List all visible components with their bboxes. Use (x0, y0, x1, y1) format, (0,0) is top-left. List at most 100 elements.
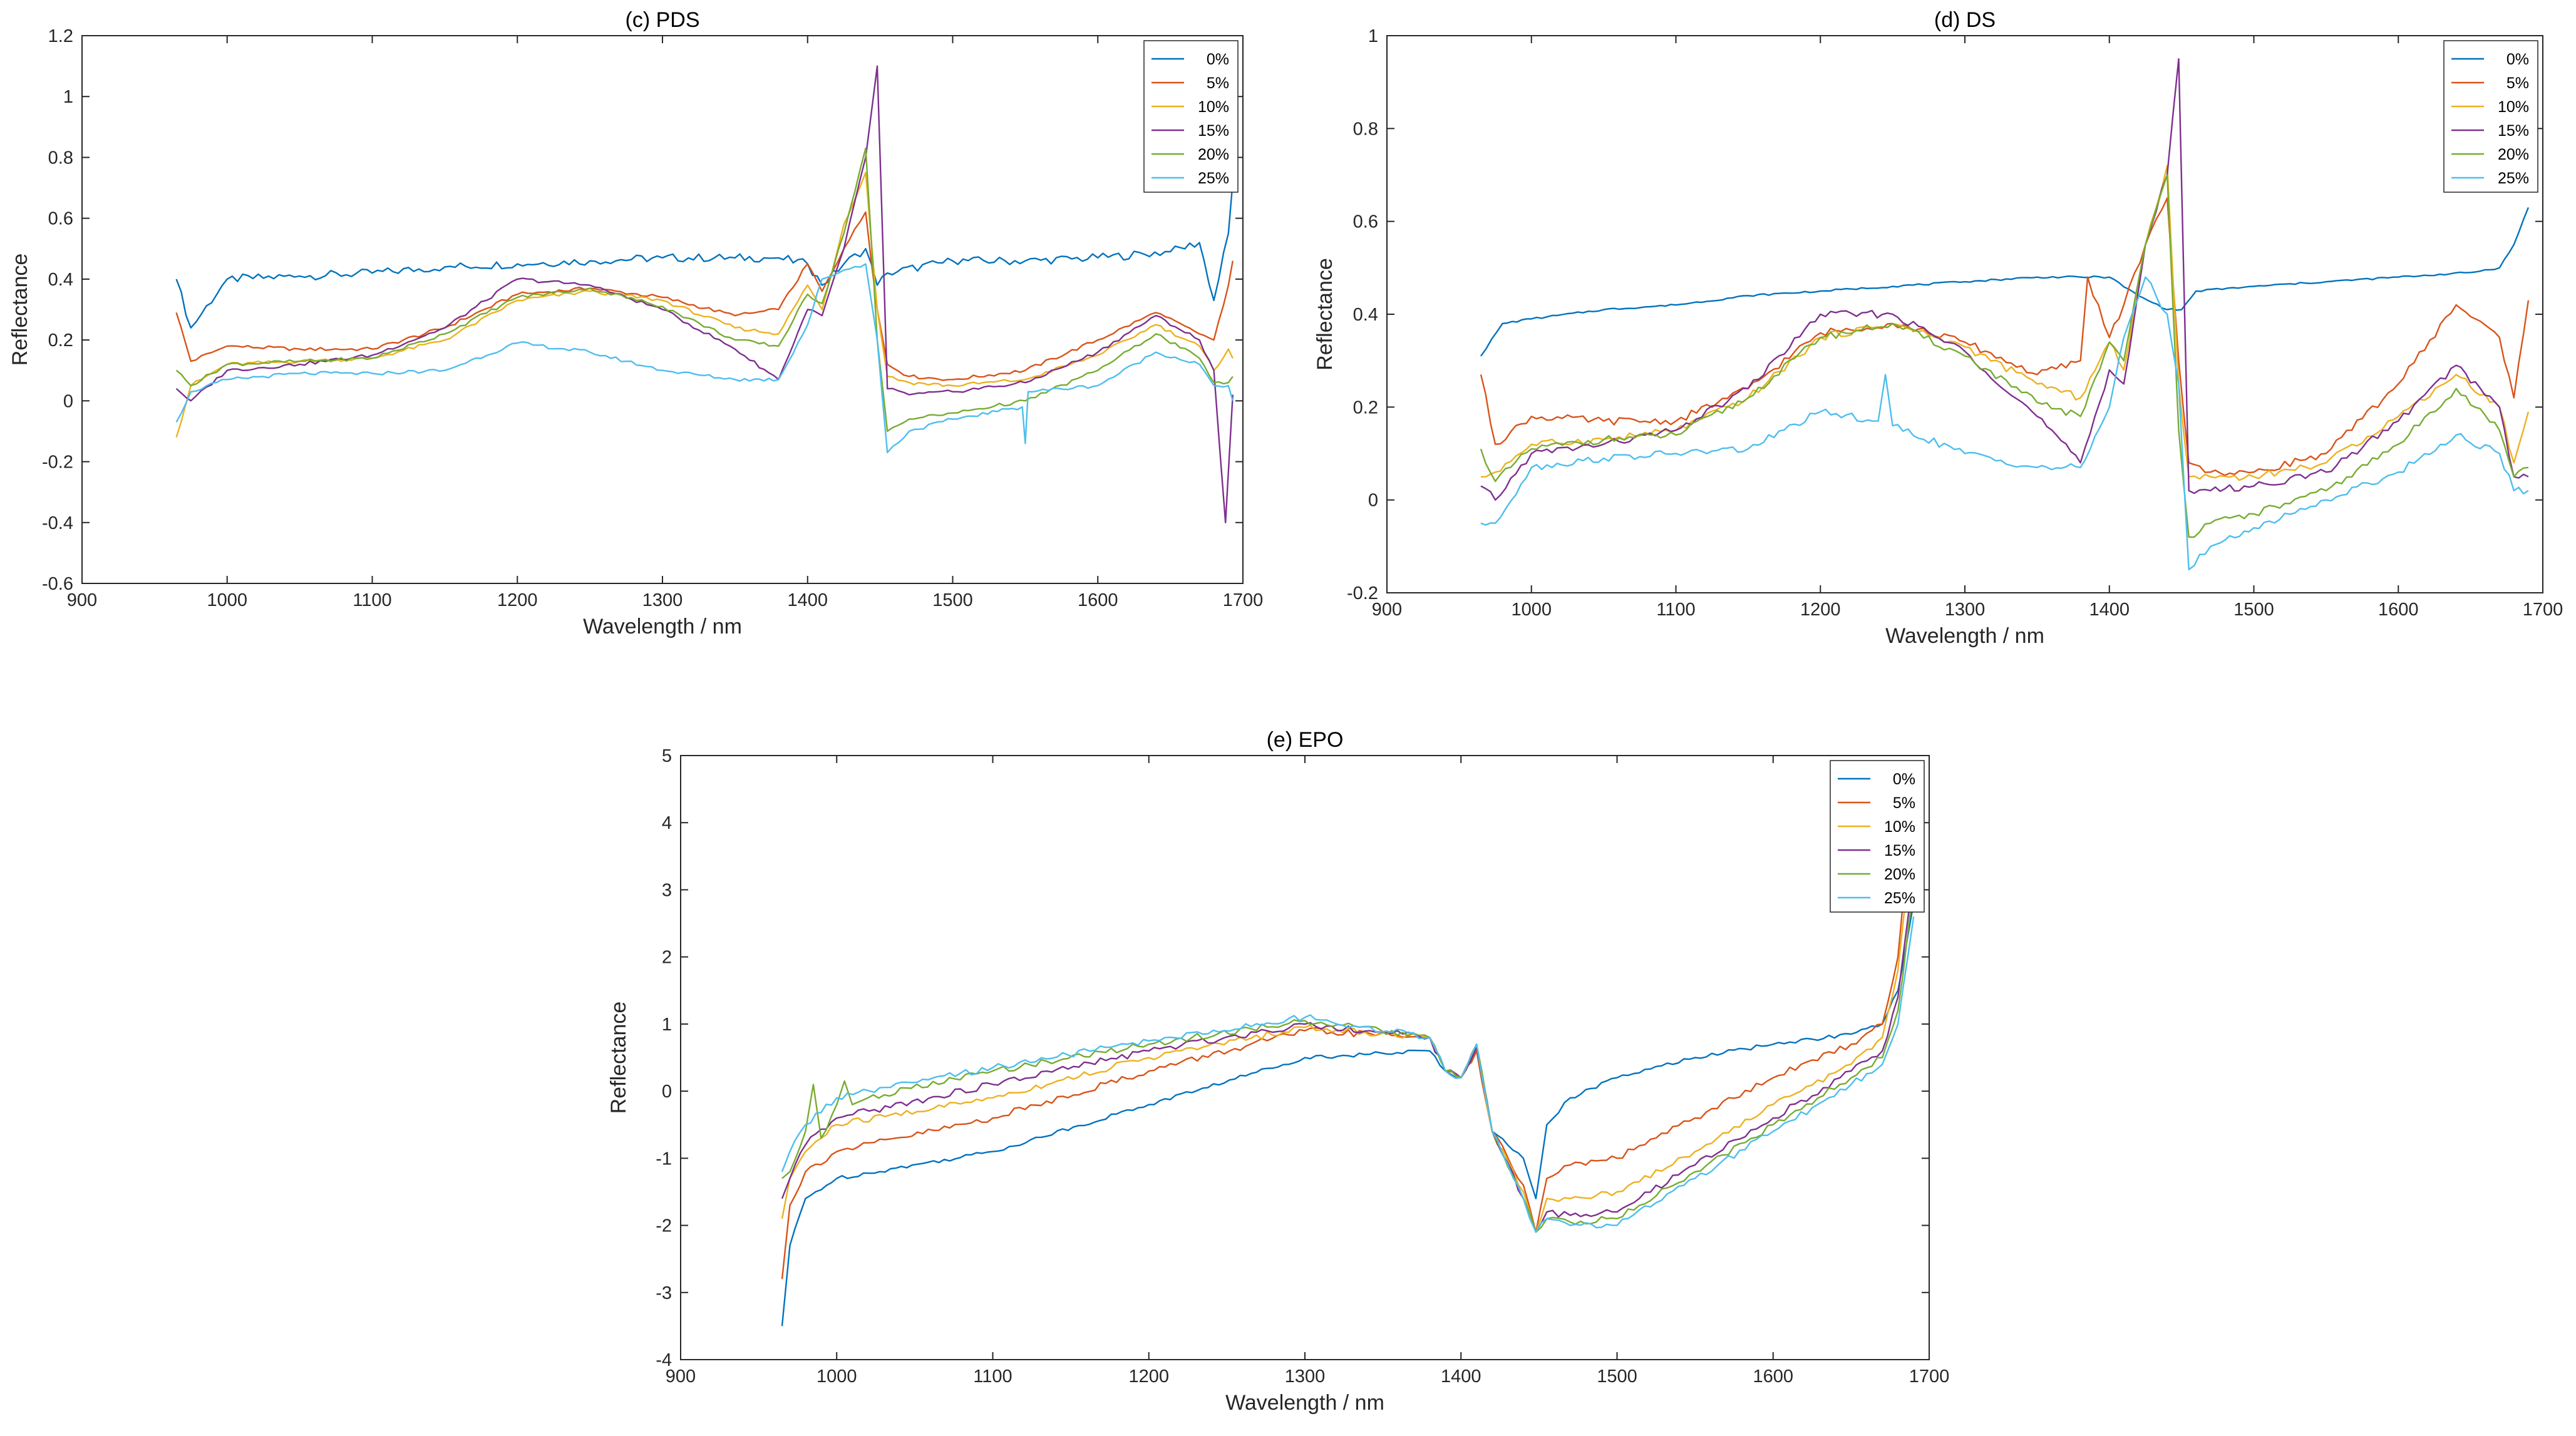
x-tick-label: 1100 (353, 590, 391, 610)
series-line-25pct (781, 916, 1915, 1233)
legend-box (2443, 40, 2538, 193)
x-tick-label: 1500 (932, 590, 973, 610)
x-tick-label: 1000 (817, 1367, 857, 1387)
y-tick-label: -1 (656, 1149, 672, 1169)
y-tick-label: 0.6 (48, 209, 73, 229)
y-tick-label: 0.8 (1353, 119, 1378, 139)
y-tick-label: 0.2 (48, 331, 73, 351)
y-tick-label: 3 (662, 880, 672, 900)
y-axis-label: Reflectance (1313, 258, 1337, 371)
legend: 0% 5% 10% 15% 20% 25% (1143, 40, 1239, 193)
series-line-10pct (175, 172, 1234, 438)
x-tick-label: 1300 (642, 590, 683, 610)
legend: 0% 5% 10% 15% 20% 25% (1830, 760, 1925, 913)
x-tick-label: 1100 (973, 1367, 1012, 1387)
x-tick-label: 1400 (1441, 1367, 1481, 1387)
x-tick-label: 1300 (1945, 600, 1986, 620)
x-tick-label: 1200 (1800, 600, 1841, 620)
y-tick-label: 0 (1368, 491, 1378, 511)
y-tick-label: 0.4 (48, 270, 73, 290)
chart-title: (d) DS (1934, 8, 1996, 32)
x-tick-label: 900 (666, 1367, 696, 1387)
y-tick-label: -0.6 (42, 574, 73, 594)
y-tick-label: 0 (63, 391, 73, 411)
series-line-25pct (175, 263, 1234, 454)
x-tick-label: 1600 (2378, 600, 2419, 620)
legend-label: 0% (1893, 771, 1915, 788)
y-tick-label: -3 (656, 1283, 672, 1303)
y-tick-label: 4 (662, 813, 672, 833)
legend-label: 20% (1198, 146, 1229, 163)
legend-label: 5% (2506, 74, 2529, 92)
y-tick-label: 1 (662, 1015, 672, 1035)
legend-label: 25% (1884, 890, 1915, 907)
legend-label: 0% (2506, 51, 2529, 68)
x-tick-label: 1000 (207, 590, 247, 610)
legend-label: 15% (1198, 122, 1229, 140)
legend-label: 5% (1893, 794, 1915, 812)
series-group (1480, 58, 2530, 571)
series-line-25pct (1480, 276, 2529, 571)
chart-1: 900 1000 1100 1200 1300 1400 1500 1600 1700 -0.2 0… (1313, 8, 2563, 648)
x-tick-label: 1100 (1656, 600, 1695, 620)
chart-0: 900 1000 1100 1200 1300 1400 1500 1600 1700 -0.6 -… (8, 8, 1263, 639)
x-tick-label: 1500 (2233, 600, 2274, 620)
x-tick-label: 1700 (2523, 600, 2563, 620)
x-tick-label: 1300 (1285, 1367, 1326, 1387)
x-tick-label: 1600 (1753, 1367, 1793, 1387)
x-tick-label: 1200 (1128, 1367, 1169, 1387)
y-tick-label: 2 (662, 948, 672, 968)
legend-box (1143, 40, 1239, 193)
series-line-15pct (781, 869, 1915, 1233)
y-tick-label: 0.2 (1353, 397, 1378, 418)
series-line-5pct (781, 796, 1915, 1280)
legend-label: 20% (2498, 146, 2529, 163)
series-line-0pct (781, 903, 1915, 1326)
y-tick-label: -0.2 (1347, 583, 1378, 603)
series-group (781, 796, 1915, 1326)
y-tick-label: 0.6 (1353, 212, 1378, 232)
x-tick-label: 900 (67, 590, 97, 610)
y-tick-label: 1.2 (48, 26, 73, 46)
x-axis-label: Wavelength / nm (1225, 1391, 1384, 1415)
chart-title: (c) PDS (626, 8, 700, 32)
y-tick-label: -0.2 (42, 453, 73, 473)
legend-label: 15% (1884, 842, 1915, 859)
y-axis-label: Reflectance (8, 254, 32, 366)
legend-label: 25% (1198, 170, 1229, 187)
series-line-10pct (781, 823, 1915, 1233)
series-line-15pct (175, 65, 1234, 523)
series-line-5pct (1480, 197, 2530, 476)
series-line-0pct (175, 182, 1234, 329)
legend-box (1830, 760, 1925, 913)
legend-label: 20% (1884, 866, 1915, 883)
x-tick-label: 1500 (1597, 1367, 1637, 1387)
y-tick-label: 1 (1368, 26, 1378, 46)
x-tick-label: 1400 (2089, 600, 2130, 620)
x-tick-label: 1400 (787, 590, 828, 610)
x-tick-label: 900 (1372, 600, 1402, 620)
legend-label: 10% (2498, 98, 2529, 116)
series-line-5pct (175, 211, 1234, 381)
legend-label: 25% (2498, 170, 2529, 187)
series-group (175, 65, 1234, 523)
y-tick-label: 0.4 (1353, 305, 1378, 325)
legend-label: 10% (1198, 98, 1229, 116)
legend-label: 0% (1207, 51, 1229, 68)
x-tick-label: 1000 (1511, 600, 1552, 620)
x-axis-label: Wavelength / nm (1885, 624, 2044, 648)
x-tick-label: 1200 (497, 590, 538, 610)
legend-label: 10% (1884, 818, 1915, 836)
series-line-0pct (1480, 207, 2530, 357)
y-tick-label: 5 (662, 746, 672, 766)
y-tick-label: -4 (656, 1350, 672, 1370)
series-line-20pct (1480, 174, 2529, 538)
y-tick-label: -2 (656, 1216, 672, 1236)
y-axis-label: Reflectance (607, 1002, 631, 1114)
x-tick-label: 1700 (1223, 590, 1264, 610)
legend-label: 5% (1207, 74, 1229, 92)
series-line-20pct (781, 890, 1915, 1233)
chart-title: (e) EPO (1267, 728, 1344, 752)
series-line-10pct (1480, 165, 2530, 481)
